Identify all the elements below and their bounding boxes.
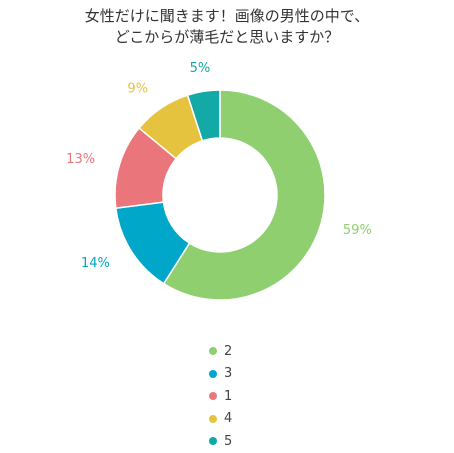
legend: 2 3 1 4 5 (209, 340, 269, 453)
legend-label: 4 (224, 411, 233, 427)
data-labels: 59% 14% 13% 9% 5% (66, 61, 372, 271)
chart-title: 女性だけに聞きます！画像の男性の中で、 どこからが薄毛だと思いますか？ (0, 0, 454, 48)
legend-item-4[interactable]: 4 (209, 408, 269, 431)
legend-marker (209, 369, 217, 378)
data-label-3: 14% (81, 256, 110, 271)
legend-marker (209, 414, 217, 423)
donut-slices (114, 89, 326, 301)
chart-title-line-2: どこからが薄毛だと思いますか？ (114, 28, 340, 46)
data-label-5: 5% (190, 61, 211, 76)
legend-item-3[interactable]: 3 (209, 363, 269, 386)
legend-label: 2 (224, 343, 233, 359)
data-label-1: 13% (66, 152, 95, 167)
legend-label: 3 (224, 366, 233, 382)
donut-chart: 59% 14% 13% 9% 5% (66, 61, 372, 301)
chart-title-line-1: 女性だけに聞きます！画像の男性の中で、 (84, 7, 370, 25)
legend-marker (209, 347, 217, 356)
data-label-4: 9% (127, 82, 148, 97)
slice-2 (162, 89, 326, 301)
legend-marker (209, 437, 217, 446)
legend-label: 5 (224, 433, 233, 449)
legend-item-1[interactable]: 1 (209, 385, 269, 408)
legend-label: 1 (224, 388, 233, 404)
legend-marker (209, 392, 217, 401)
data-label-2: 59% (343, 223, 372, 238)
legend-item-2[interactable]: 2 (209, 340, 269, 363)
legend-item-5[interactable]: 5 (209, 430, 269, 453)
slice-5 (186, 89, 221, 142)
